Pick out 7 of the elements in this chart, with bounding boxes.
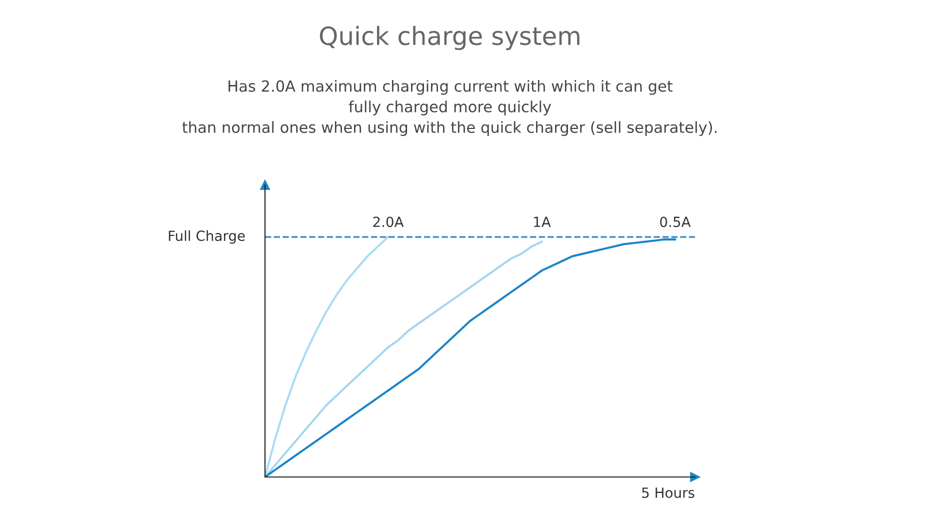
chart-title: Quick charge system bbox=[320, 26, 580, 50]
ref-line-label: Full Charge bbox=[168, 230, 245, 244]
series-label: 0.5A bbox=[660, 216, 691, 228]
chart-subtitle: Has 2.0A maximum charging current with which it can get fully charged more quickly than normal ones when using with the quick charger (sell separately). bbox=[182, 80, 717, 136]
series-label: 2.0A bbox=[373, 216, 404, 228]
x-axis-title: 5 Hours bbox=[642, 488, 694, 498]
series-label: 1A bbox=[534, 216, 551, 227]
